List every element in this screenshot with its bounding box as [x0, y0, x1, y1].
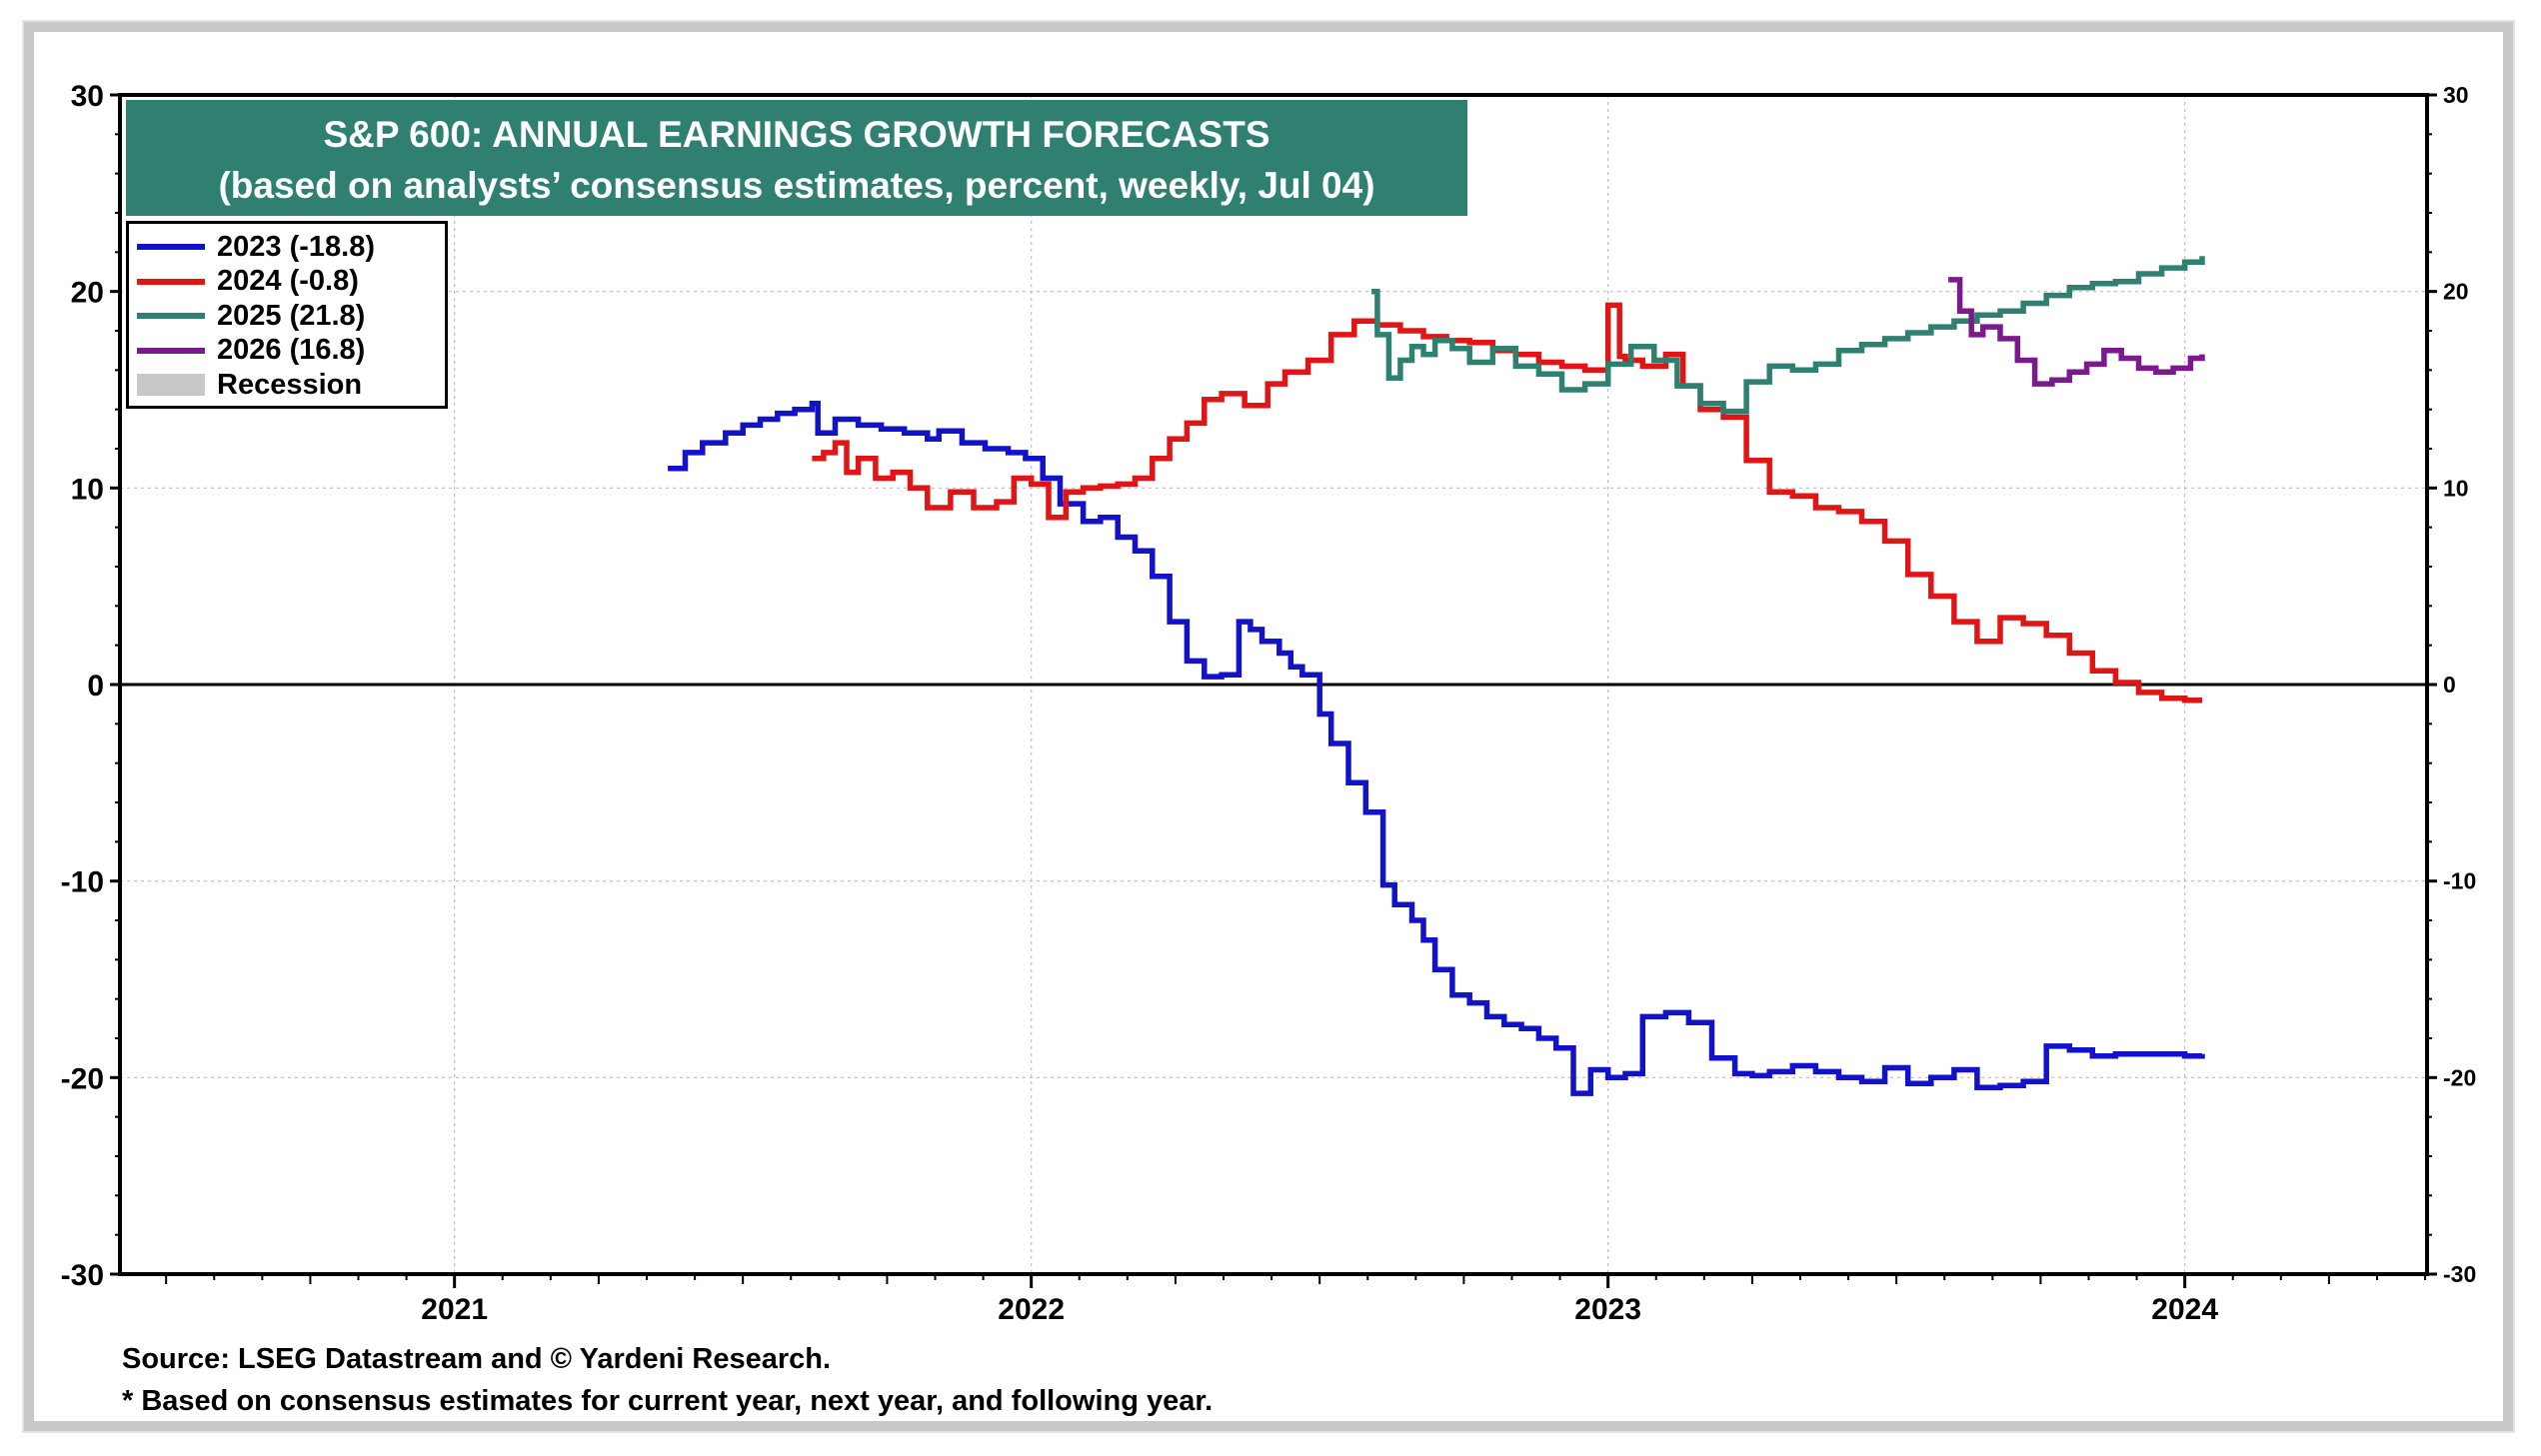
y-tick-label-left: -10 — [61, 866, 104, 899]
series-line-2025 — [1371, 256, 2205, 415]
y-tick-label-right: -20 — [2443, 1064, 2476, 1090]
series-line-2023 — [668, 401, 2205, 1096]
y-tick-label-right: -10 — [2443, 868, 2476, 894]
legend-label: 2026 (16.8) — [217, 334, 366, 367]
x-tick-label: 2023 — [1574, 1293, 1641, 1326]
y-tick-label-left: 30 — [71, 80, 104, 113]
x-tick-label: 2021 — [421, 1293, 488, 1326]
legend-label: 2023 (-18.8) — [217, 230, 375, 263]
x-tick-label: 2022 — [998, 1293, 1065, 1326]
y-tick-label-right: 0 — [2443, 672, 2456, 698]
y-tick-label-left: 10 — [71, 473, 104, 506]
source-note: Source: LSEG Datastream and © Yardeni Re… — [122, 1343, 832, 1375]
chart-title-box: S&P 600: ANNUAL EARNINGS GROWTH FORECAST… — [126, 100, 1467, 216]
axes: 30 30 20 20 10 10 0 0 -10 -10 -20 -20 -30 -30 2021 2022… — [61, 80, 2477, 1326]
legend-swatch-recession — [137, 374, 205, 397]
chart-subtitle: (based on analysts’ consensus estimates,… — [218, 165, 1375, 206]
legend-swatch-2026 — [137, 347, 205, 354]
legend-swatch-2023 — [137, 244, 205, 251]
legend-item: 2023 (-18.8) — [137, 230, 445, 265]
legend-label: Recession — [217, 368, 363, 401]
y-tick-label-left: 0 — [87, 670, 104, 703]
footnote: * Based on consensus estimates for curre… — [122, 1385, 1214, 1417]
series-line-2026 — [1948, 277, 2205, 387]
chart-title: S&P 600: ANNUAL EARNINGS GROWTH FORECAST… — [323, 114, 1270, 155]
legend: 2023 (-18.8) 2024 (-0.8) 2025 (21.8) 202… — [126, 221, 448, 409]
y-tick-label-right: -30 — [2443, 1261, 2476, 1287]
series-lines — [668, 256, 2205, 1096]
series-line-2024 — [812, 302, 2202, 704]
legend-swatch-2025 — [137, 313, 205, 320]
x-tick-label: 2024 — [2151, 1293, 2218, 1326]
legend-label: 2025 (21.8) — [217, 299, 366, 332]
y-tick-label-right: 10 — [2443, 475, 2469, 501]
y-tick-label-left: -30 — [61, 1259, 104, 1292]
legend-item: 2026 (16.8) — [137, 334, 445, 369]
legend-item: 2024 (-0.8) — [137, 265, 445, 300]
y-tick-label-left: -20 — [61, 1062, 104, 1095]
y-tick-label-right: 30 — [2443, 82, 2469, 108]
legend-swatch-2024 — [137, 278, 205, 285]
y-tick-label-left: 20 — [71, 277, 104, 310]
legend-item: Recession — [137, 368, 445, 403]
legend-item: 2025 (21.8) — [137, 299, 445, 334]
y-tick-label-right: 20 — [2443, 279, 2469, 305]
legend-label: 2024 (-0.8) — [217, 265, 359, 298]
